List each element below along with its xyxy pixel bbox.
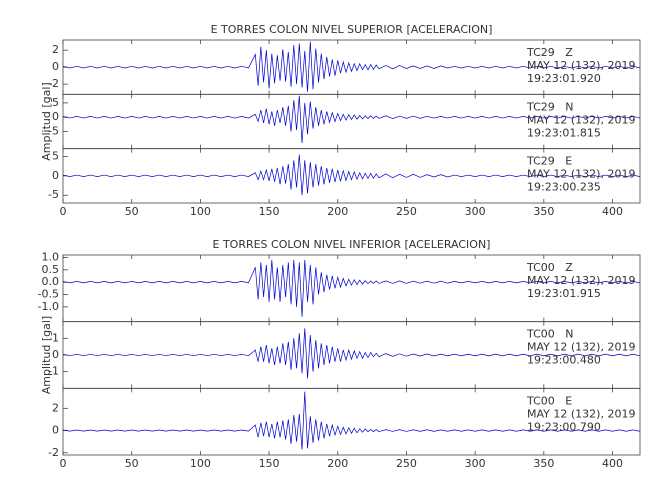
x-tick-label: 350 [533,457,554,470]
trace-label: 19:23:00.480 [527,354,601,367]
y-tick-label: 1.0 [42,250,60,263]
x-tick-label: 200 [327,205,348,218]
y-tick-label: -1 [48,365,59,378]
chart-title: E TORRES COLON NIVEL SUPERIOR [ACELERACI… [211,23,493,36]
y-tick-label: -5 [48,188,59,201]
trace-label: TC00 E [526,394,572,407]
y-tick-label: 5 [52,96,59,109]
y-tick-label: -1.0 [38,300,59,313]
x-tick-label: 350 [533,205,554,218]
trace-label: 19:23:00.235 [527,181,601,194]
x-tick-label: 0 [60,205,67,218]
y-tick-label: 0 [52,60,59,73]
x-tick-label: 150 [259,457,280,470]
trace-label: TC29 N [526,100,573,113]
trace [63,259,640,317]
x-tick-label: 300 [465,457,486,470]
trace-label: 19:23:00.790 [527,420,601,433]
y-tick-label: 0 [52,169,59,182]
y-tick-label: 0.0 [42,275,60,288]
x-tick-label: 0 [60,457,67,470]
trace [63,95,640,143]
panel-frame [62,387,641,456]
x-tick-label: 250 [396,457,417,470]
trace-label: 19:23:01.815 [527,126,601,139]
trace [63,391,640,450]
y-tick-label: 2 [52,401,59,414]
x-tick-label: 100 [190,457,211,470]
x-tick-label: 400 [602,205,623,218]
trace-label: MAY 12 (132), 2019 [527,341,635,354]
trace [63,328,640,379]
x-tick-label: 50 [125,205,139,218]
y-tick-label: -5 [48,125,59,138]
trace [63,154,640,196]
trace-label: MAY 12 (132), 2019 [527,407,635,420]
trace-label: MAY 12 (132), 2019 [527,59,635,72]
y-tick-label: 0 [52,424,59,437]
trace-label: TC00 Z [526,261,573,274]
trace-label: TC00 N [526,328,573,341]
y-tick-label: 5 [52,149,59,162]
trace-label: MAY 12 (132), 2019 [527,168,635,181]
trace-label: TC29 E [526,155,572,168]
chart-title: E TORRES COLON NIVEL INFERIOR [ACELERACI… [213,238,491,251]
y-axis-label: Amplitud [gal] [40,82,53,160]
x-tick-label: 300 [465,205,486,218]
y-tick-label: 1 [52,331,59,344]
y-tick-label: 0 [52,348,59,361]
x-tick-label: 400 [602,457,623,470]
trace-label: 19:23:01.920 [527,72,601,85]
x-tick-label: 50 [125,457,139,470]
x-tick-label: 200 [327,457,348,470]
trace [63,41,640,92]
trace-label: TC29 Z [526,46,573,59]
trace-label: MAY 12 (132), 2019 [527,274,635,287]
x-tick-label: 150 [259,205,280,218]
x-tick-label: 250 [396,205,417,218]
y-axis-label: Amplitud [gal] [40,316,53,394]
y-tick-label: -0.5 [38,288,59,301]
y-tick-label: 2 [52,43,59,56]
y-tick-label: 0.5 [42,263,60,276]
y-tick-label: -2 [48,446,59,459]
trace-label: MAY 12 (132), 2019 [527,113,635,126]
y-tick-label: 0 [52,110,59,123]
x-tick-label: 100 [190,205,211,218]
trace-label: 19:23:01.915 [527,287,601,300]
y-tick-label: -2 [48,77,59,90]
